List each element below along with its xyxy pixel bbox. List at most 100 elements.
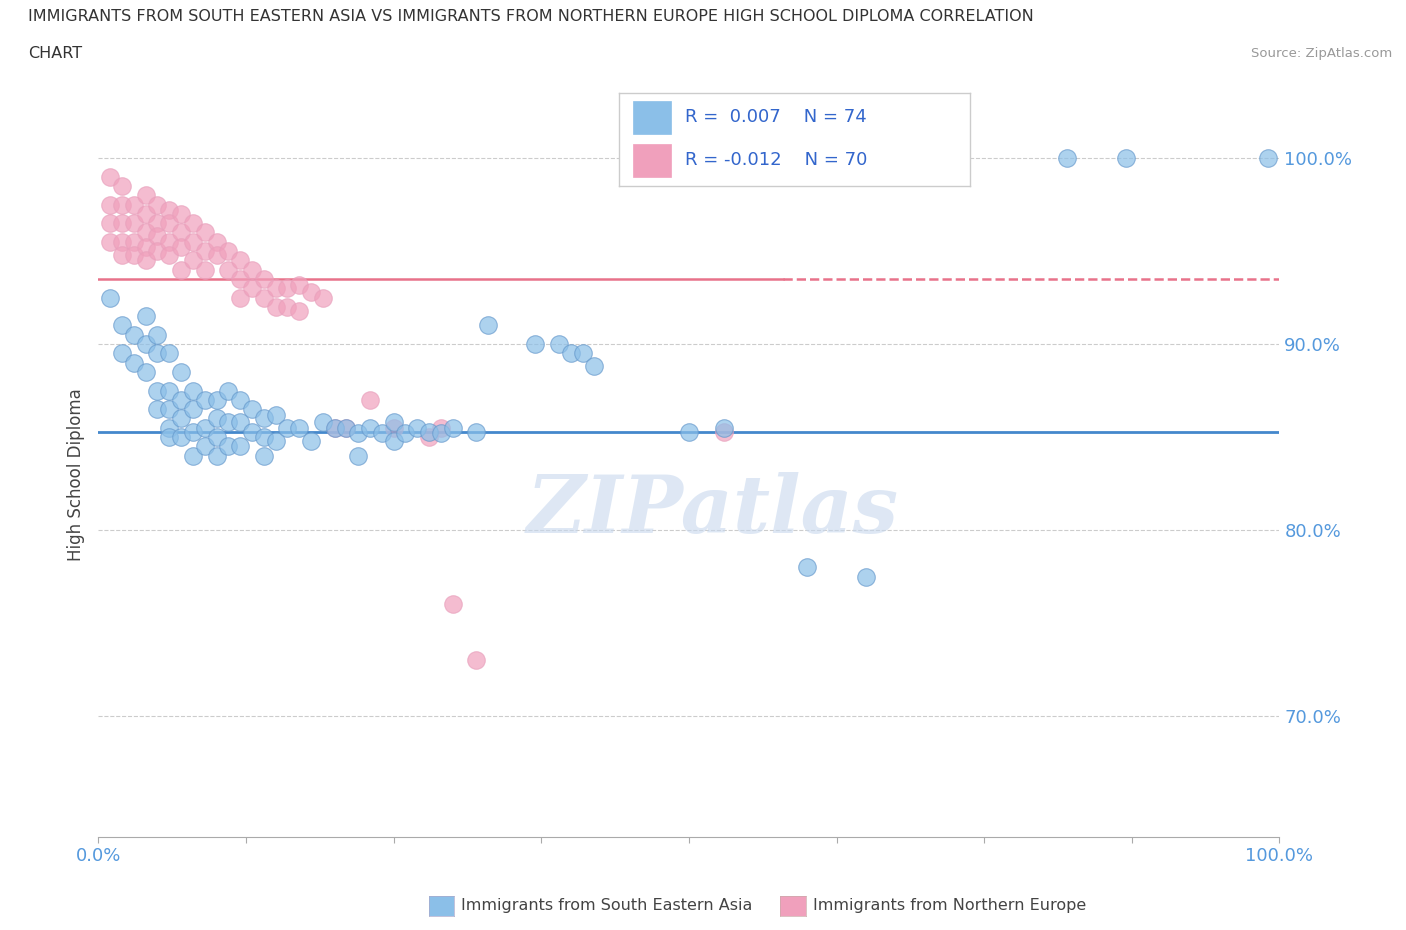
Point: [288, 277, 311, 292]
Point: [181, 253, 204, 268]
Point: [382, 415, 405, 430]
Point: [205, 411, 228, 426]
Point: [170, 392, 193, 407]
Point: [430, 420, 453, 435]
Text: IMMIGRANTS FROM SOUTH EASTERN ASIA VS IMMIGRANTS FROM NORTHERN EUROPE HIGH SCHOO: IMMIGRANTS FROM SOUTH EASTERN ASIA VS IM…: [28, 9, 1033, 24]
Point: [181, 424, 204, 439]
Point: [394, 426, 416, 441]
Point: [135, 309, 157, 324]
Point: [181, 402, 204, 417]
Point: [205, 234, 228, 249]
Point: [111, 216, 134, 231]
Point: [276, 299, 298, 314]
Point: [406, 420, 429, 435]
Point: [560, 346, 582, 361]
Point: [347, 426, 370, 441]
Point: [217, 262, 239, 277]
Point: [299, 285, 322, 299]
Point: [217, 383, 239, 398]
Point: [441, 420, 464, 435]
Point: [157, 430, 180, 445]
Point: [205, 430, 228, 445]
Point: [359, 420, 381, 435]
Point: [323, 420, 346, 435]
Point: [240, 402, 263, 417]
Point: [111, 346, 134, 361]
Point: [288, 420, 311, 435]
Point: [205, 448, 228, 463]
Point: [146, 229, 169, 244]
Point: [276, 420, 298, 435]
Point: [524, 337, 547, 352]
Point: [122, 197, 145, 212]
Point: [229, 415, 252, 430]
Point: [229, 253, 252, 268]
Point: [135, 188, 157, 203]
Point: [194, 439, 217, 454]
Point: [146, 402, 169, 417]
Point: [194, 262, 217, 277]
Point: [170, 206, 193, 221]
Point: [217, 415, 239, 430]
Point: [181, 216, 204, 231]
Point: [111, 318, 134, 333]
Point: [205, 392, 228, 407]
Point: [157, 402, 180, 417]
Point: [240, 262, 263, 277]
Point: [181, 383, 204, 398]
Point: [122, 247, 145, 262]
Point: [418, 424, 440, 439]
Point: [253, 448, 276, 463]
Point: [253, 290, 276, 305]
Point: [98, 216, 121, 231]
Point: [122, 355, 145, 370]
Text: Source: ZipAtlas.com: Source: ZipAtlas.com: [1251, 46, 1392, 60]
Point: [288, 303, 311, 318]
Point: [111, 197, 134, 212]
Point: [299, 433, 322, 448]
Point: [796, 560, 818, 575]
Point: [122, 327, 145, 342]
Point: [229, 272, 252, 286]
Point: [713, 420, 735, 435]
Point: [430, 426, 453, 441]
Point: [157, 420, 180, 435]
Point: [170, 225, 193, 240]
Point: [335, 420, 357, 435]
Point: [170, 262, 193, 277]
Point: [253, 411, 276, 426]
Point: [157, 234, 180, 249]
Point: [170, 411, 193, 426]
Point: [713, 424, 735, 439]
Point: [181, 448, 204, 463]
Y-axis label: High School Diploma: High School Diploma: [66, 388, 84, 561]
Point: [264, 433, 287, 448]
Point: [276, 281, 298, 296]
Point: [312, 290, 335, 305]
Point: [253, 272, 276, 286]
Point: [335, 420, 357, 435]
Point: [98, 290, 121, 305]
Point: [146, 327, 169, 342]
Point: [181, 234, 204, 249]
Point: [111, 179, 134, 193]
Point: [1115, 151, 1137, 166]
Point: [146, 216, 169, 231]
Point: [217, 439, 239, 454]
Point: [441, 597, 464, 612]
Point: [135, 206, 157, 221]
Point: [194, 392, 217, 407]
Text: Immigrants from Northern Europe: Immigrants from Northern Europe: [813, 898, 1085, 913]
Point: [146, 383, 169, 398]
Point: [98, 169, 121, 184]
Point: [477, 318, 499, 333]
Point: [371, 426, 394, 441]
Bar: [633, 101, 671, 134]
Point: [264, 299, 287, 314]
Point: [135, 337, 157, 352]
Point: [465, 424, 488, 439]
Point: [122, 234, 145, 249]
Point: [98, 234, 121, 249]
Point: [264, 407, 287, 422]
Point: [170, 365, 193, 379]
